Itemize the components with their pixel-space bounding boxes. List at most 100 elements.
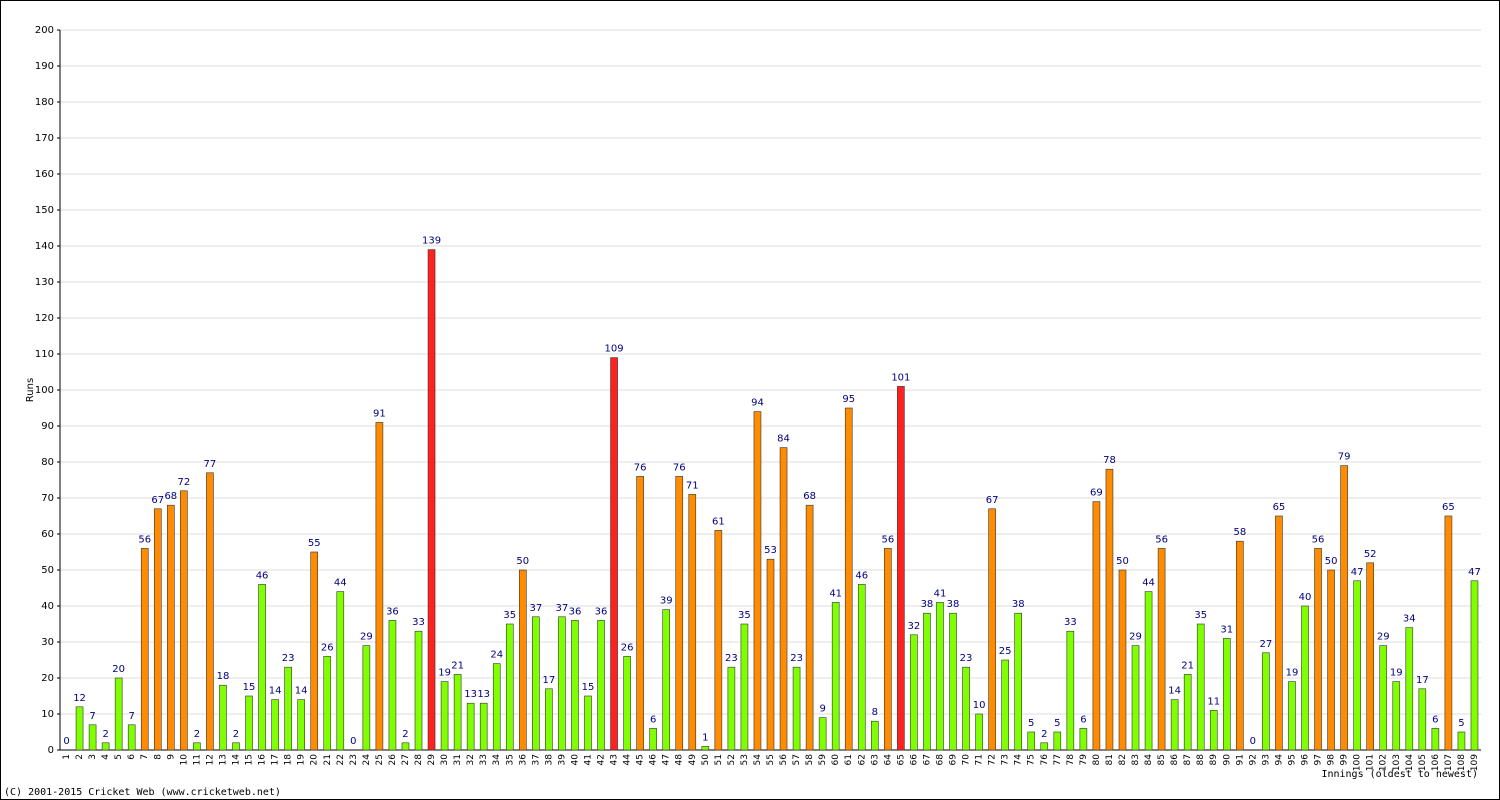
bar [153, 508, 162, 751]
y-tick-label: 90 [41, 421, 54, 432]
value-label: 0 [350, 736, 356, 747]
bar [936, 602, 944, 751]
value-label: 20 [112, 664, 125, 675]
bar [245, 695, 253, 751]
x-tick-label: 11 [192, 754, 202, 765]
y-tick-label: 190 [35, 61, 54, 72]
value-label: 34 [1403, 614, 1416, 625]
x-tick-label: 43 [610, 754, 620, 765]
bar [479, 702, 488, 751]
x-tick-label: 91 [1235, 754, 1245, 765]
bar [219, 684, 227, 751]
bar [610, 357, 618, 751]
bar [1222, 638, 1231, 751]
bar [949, 612, 957, 751]
value-label: 6 [650, 714, 656, 725]
value-label: 32 [908, 621, 921, 632]
y-tick-label: 40 [41, 601, 54, 612]
bar [662, 609, 671, 751]
value-label: 29 [1377, 632, 1390, 643]
value-label: 38 [947, 599, 960, 610]
bar [1340, 465, 1348, 751]
y-tick-label: 80 [41, 457, 54, 468]
bar [818, 717, 827, 751]
bar [688, 494, 697, 751]
bar [453, 674, 462, 751]
value-label: 65 [1442, 502, 1455, 513]
y-tick-label: 120 [35, 313, 54, 324]
bar [1196, 623, 1205, 751]
x-tick-label: 51 [714, 754, 724, 765]
value-label: 36 [386, 606, 399, 617]
value-label: 56 [1155, 534, 1168, 545]
x-tick-label: 57 [792, 754, 802, 765]
value-label: 2 [1041, 729, 1047, 740]
x-tick-label: 16 [258, 754, 268, 766]
bar [753, 411, 762, 751]
value-label: 2 [233, 729, 239, 740]
bar [897, 386, 905, 751]
value-label: 23 [725, 653, 738, 664]
value-label: 0 [63, 736, 69, 747]
bar [779, 447, 788, 751]
x-tick-label: 14 [231, 754, 241, 766]
bar [466, 702, 475, 751]
y-tick-label: 100 [35, 385, 54, 396]
x-tick-label: 31 [453, 754, 463, 765]
bar [375, 422, 384, 751]
bar [962, 666, 970, 751]
x-tick-label: 19 [297, 754, 307, 766]
value-label: 17 [1416, 675, 1429, 686]
value-label: 41 [934, 588, 947, 599]
value-label: 29 [360, 632, 373, 643]
x-tick-label: 78 [1066, 754, 1076, 766]
value-label: 44 [1142, 578, 1155, 589]
bar [649, 728, 657, 751]
x-tick-label: 107 [1444, 754, 1454, 771]
x-tick-label: 66 [909, 754, 919, 766]
bar [388, 620, 397, 751]
x-tick-label: 89 [1209, 754, 1219, 766]
x-tick-label: 59 [818, 754, 828, 766]
bar [88, 724, 97, 751]
value-label: 33 [412, 617, 425, 628]
bar [180, 490, 188, 751]
x-tick-label: 34 [492, 754, 502, 766]
x-tick-label: 22 [336, 754, 346, 765]
x-tick-label: 99 [1340, 754, 1350, 766]
bar [401, 742, 410, 751]
bar [1405, 627, 1414, 751]
bar [1105, 468, 1114, 751]
value-label: 35 [1194, 610, 1207, 621]
value-label: 0 [1250, 736, 1256, 747]
value-label: 23 [282, 653, 295, 664]
x-tick-label: 12 [205, 754, 215, 765]
bar [1001, 659, 1009, 751]
y-tick-label: 110 [35, 349, 54, 360]
x-tick-label: 75 [1027, 754, 1037, 765]
value-label: 13 [464, 689, 477, 700]
x-tick-label: 109 [1470, 754, 1480, 771]
x-tick-label: 106 [1431, 754, 1441, 771]
bar [1118, 569, 1127, 751]
x-tick-label: 76 [1040, 754, 1050, 766]
bar [140, 548, 149, 751]
bar [1262, 652, 1270, 751]
bar [805, 504, 814, 751]
value-label: 10 [973, 700, 986, 711]
value-label: 33 [1064, 617, 1077, 628]
x-tick-label: 3 [88, 754, 98, 760]
x-tick-label: 69 [949, 754, 959, 766]
x-tick-label: 36 [518, 754, 528, 766]
value-label: 7 [89, 711, 95, 722]
y-tick-label: 30 [41, 637, 54, 648]
x-tick-label: 64 [883, 754, 893, 766]
value-label: 68 [164, 491, 177, 502]
x-tick-label: 97 [1314, 754, 1324, 765]
x-axis-label: Innings (oldest to newest) [1321, 769, 1478, 780]
bar [1457, 731, 1466, 751]
bar [1014, 612, 1022, 751]
value-label: 77 [204, 459, 217, 470]
value-label: 61 [712, 516, 725, 527]
